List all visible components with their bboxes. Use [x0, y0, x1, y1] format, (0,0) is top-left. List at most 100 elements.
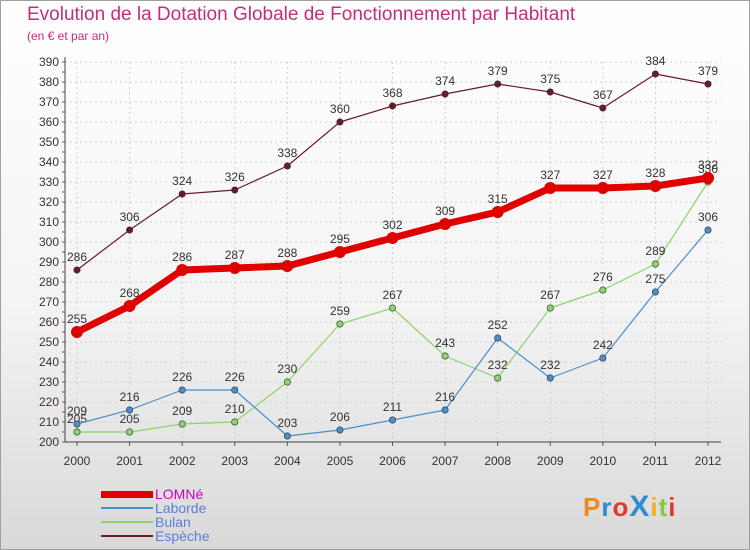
legend: LOMNé Laborde Bulan Espèche	[101, 487, 209, 543]
y-tick-label: 210	[39, 415, 59, 429]
x-tick-label: 2008	[484, 454, 511, 468]
y-tick-label: 260	[39, 315, 59, 329]
data-point	[178, 420, 186, 428]
x-tick-label: 2001	[116, 454, 143, 468]
data-label: 286	[67, 250, 87, 264]
data-label: 327	[593, 168, 613, 182]
data-point	[441, 352, 449, 360]
y-tick-label: 290	[39, 255, 59, 269]
data-point	[702, 172, 714, 184]
data-label: 242	[593, 338, 613, 352]
data-point	[494, 374, 502, 382]
data-point	[73, 420, 81, 428]
data-label: 367	[593, 88, 613, 102]
data-label: 326	[225, 170, 245, 184]
data-point	[651, 70, 659, 78]
x-tick-label: 2006	[379, 454, 406, 468]
data-label: 288	[277, 246, 297, 260]
data-point	[336, 426, 344, 434]
data-point	[178, 190, 186, 198]
chart-subtitle: (en € et par an)	[27, 29, 110, 43]
data-point	[283, 162, 291, 170]
data-point	[176, 264, 189, 276]
data-point	[546, 304, 554, 312]
data-label: 330	[698, 162, 718, 176]
data-point	[126, 226, 134, 234]
data-point	[546, 88, 554, 96]
data-label: 338	[277, 146, 297, 160]
data-label: 295	[330, 232, 350, 246]
data-label: 268	[120, 286, 140, 300]
data-point	[491, 206, 504, 218]
data-point	[386, 232, 399, 244]
legend-swatch	[101, 535, 153, 537]
data-label: 226	[172, 370, 192, 384]
x-tick-label: 2009	[537, 454, 564, 468]
data-label: 324	[172, 174, 192, 188]
legend-label: Laborde	[155, 500, 207, 516]
data-point	[178, 386, 186, 394]
legend-swatch	[101, 490, 153, 498]
data-point	[336, 118, 344, 126]
data-label: 243	[435, 336, 455, 350]
legend-item: Laborde	[101, 501, 209, 515]
data-point	[651, 260, 659, 268]
y-tick-label: 360	[39, 115, 59, 129]
data-point	[283, 378, 291, 386]
data-point	[494, 80, 502, 88]
y-tick-label: 280	[39, 275, 59, 289]
y-tick-label: 240	[39, 355, 59, 369]
grid	[65, 61, 721, 443]
data-label: 328	[645, 166, 665, 180]
data-label: 306	[120, 210, 140, 224]
data-label: 259	[330, 304, 350, 318]
data-label: 230	[277, 362, 297, 376]
data-label: 206	[330, 410, 350, 424]
data-label: 287	[225, 248, 245, 262]
data-point	[596, 182, 609, 194]
data-point	[228, 262, 241, 274]
data-point	[704, 80, 712, 88]
x-tick-label: 2002	[169, 454, 196, 468]
legend-item: Bulan	[101, 515, 209, 529]
data-point	[231, 386, 239, 394]
y-tick-label: 390	[39, 55, 59, 69]
legend-swatch	[101, 521, 153, 523]
data-label: 209	[172, 404, 192, 418]
data-label: 267	[382, 288, 402, 302]
data-label: 276	[593, 270, 613, 284]
y-tick-label: 300	[39, 235, 59, 249]
data-label: 275	[645, 272, 665, 286]
x-tick-label: 2010	[589, 454, 616, 468]
y-tick-label: 320	[39, 195, 59, 209]
data-label: 309	[435, 204, 455, 218]
data-point	[439, 218, 452, 230]
data-point	[704, 226, 712, 234]
y-tick-label: 370	[39, 95, 59, 109]
x-tick-label: 2003	[221, 454, 248, 468]
data-label: 267	[540, 288, 560, 302]
y-tick-label: 310	[39, 215, 59, 229]
data-point	[546, 374, 554, 382]
x-tick-label: 2000	[64, 454, 91, 468]
data-label: 368	[382, 86, 402, 100]
data-point	[123, 300, 136, 312]
line-chart: 200 210 220 230 240 250 260 270 280 290 300 310 320 3…	[39, 54, 722, 468]
y-tick-label: 250	[39, 335, 59, 349]
data-point	[333, 246, 346, 258]
y-tick-label: 380	[39, 75, 59, 89]
x-tick-label: 2005	[327, 454, 354, 468]
data-point	[126, 406, 134, 414]
data-label: 216	[435, 390, 455, 404]
series-2: 209 216 226 226 203 206 211 216 252 232 242 275 306	[67, 210, 718, 440]
data-label: 210	[225, 402, 245, 416]
data-point	[73, 428, 81, 436]
data-point	[388, 102, 396, 110]
y-tick-label: 200	[39, 435, 59, 449]
chart-title: Evolution de la Dotation Globale de Fonc…	[27, 4, 576, 25]
legend-item: Espèche	[101, 529, 209, 543]
data-point	[71, 326, 83, 338]
data-label: 315	[488, 192, 508, 206]
